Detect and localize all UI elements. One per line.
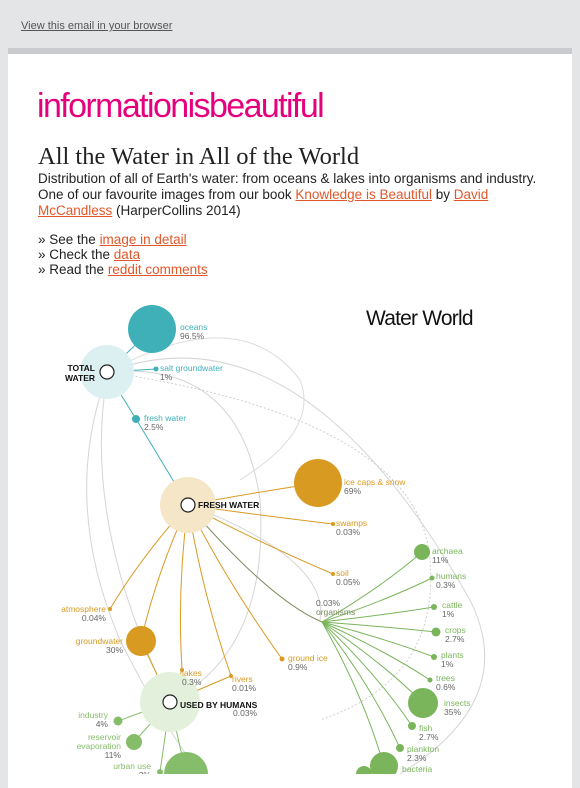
data-link[interactable]: data [113,247,141,262]
salt-label: salt groundwater 1% [160,363,223,382]
brand-logo[interactable]: informationisbeautiful [37,87,325,125]
chart-labels: oceans 96.5% salt groundwater 1% fresh water… [61,322,470,774]
bacteria-edge [321,621,385,767]
industry-label: industry 4% [78,710,109,729]
publisher-text: (HarperCollins 2014) [112,203,241,218]
archaea-label: archaea 11% [432,546,463,565]
bullet-prefix: » See the [38,232,100,247]
by-text: by [431,187,454,202]
urban-label: urban use3% [113,761,151,774]
soil-label: soil 0.05% [336,568,361,587]
groundice-circle [279,656,285,662]
groundwater-circle [126,626,156,656]
fresh-label: fresh water 2.5% [144,413,186,432]
infographic-title: Water World [366,307,473,330]
cattle-label: cattle 1% [442,600,463,619]
image-detail-link[interactable]: image in detail [99,232,187,247]
atmosphere-label: atmosphere 0.04% [61,604,106,623]
crops-circle [431,627,441,637]
top-bar: View this email in your browser [0,0,580,48]
insects-edge [321,621,424,704]
total-water-label: TOTAL WATER [65,363,95,383]
plankton-edge [321,621,401,749]
archaea-edge [321,551,423,623]
swamps-circle [331,522,335,526]
bacteria-circle [370,752,398,774]
industry-circle [113,716,123,726]
book-link[interactable]: Knowledge is Beautiful [295,187,432,202]
archaea-circle [414,544,430,560]
ice-label: ice caps & snow 69% [344,477,406,496]
trees-edge [321,621,431,681]
fresh-water-label: FRESH WATER [198,500,259,510]
insects-circle [408,688,438,718]
atmosphere-circle [108,607,112,611]
page-title: All the Water in All of the World [38,143,360,170]
intro-text: Distribution of all of Earth's water: fr… [38,171,537,202]
salt-circle [153,366,159,372]
bullet-prefix: » Check the [38,247,114,262]
chart-marks [80,305,441,774]
intro-paragraph: Distribution of all of Earth's water: fr… [38,171,543,219]
fish-label: fish 2.7% [419,723,439,742]
view-in-browser-link[interactable]: View this email in your browser [21,20,173,32]
large-use-mark [164,752,208,774]
fresh-water-node [180,497,196,513]
ice-circle [294,459,342,507]
used-by-humans-value: 0.03% [233,708,258,718]
oceans-label: oceans 96.5% [180,322,207,341]
lakes-circle [180,668,184,672]
oceans-circle [128,305,176,353]
used-by-humans-node [162,694,178,710]
water-world-infographic[interactable]: oceans 96.5% salt groundwater 1% fresh water… [0,290,580,774]
author-link[interactable]: David McCandless [38,187,489,218]
humans-circle [429,575,435,581]
urban-circle [157,769,163,774]
plankton-circle [396,744,404,752]
used-by-humans-label: USED BY HUMANS [180,700,258,710]
humans-label: humans 0.3% [436,571,466,590]
groundwater-label: groundwater 30% [76,636,124,655]
link-list: » See the image in detail » Check the da… [38,232,208,277]
plants-edge [321,621,435,658]
reservoir-label: reservoir evaporation 11% [77,732,122,760]
list-item: » Check the data [38,247,208,262]
rivers-label: rivers 0.01% [232,674,257,693]
bullet-prefix: » Read the [38,262,108,277]
fish-edge [321,621,413,727]
fish-circle [408,722,416,730]
swamps-label: swamps 0.03% [336,518,367,537]
total-water-node [99,364,115,380]
organisms-edge [187,504,323,623]
crops-edge [321,621,437,633]
plants-circle [431,654,437,660]
rivers-circle [229,674,233,678]
organisms-label: 0.03% organisms [316,598,355,617]
bacteria-label: bacteria [402,764,433,774]
reddit-comments-link[interactable]: reddit comments [107,262,208,277]
groundice-label: ground ice 0.9% [288,653,328,672]
soil-circle [331,572,335,576]
list-item: » See the image in detail [38,232,208,247]
trees-label: trees 0.6% [436,673,456,692]
fresh-circle [132,415,140,423]
insects-label: insects 35% [444,698,470,717]
cattle-edge [321,606,435,623]
organism-mark [356,766,372,774]
reservoir-circle [126,734,142,750]
plankton-label: plankton 2.3% [407,744,439,763]
cattle-circle [431,604,437,610]
list-item: » Read the reddit comments [38,262,208,277]
trees-circle [427,677,433,683]
humans-edge [321,577,433,623]
plants-label: plants 1% [441,650,464,669]
crops-label: crops 2.7% [445,625,466,644]
lakes-label: lakes 0.3% [182,668,202,687]
